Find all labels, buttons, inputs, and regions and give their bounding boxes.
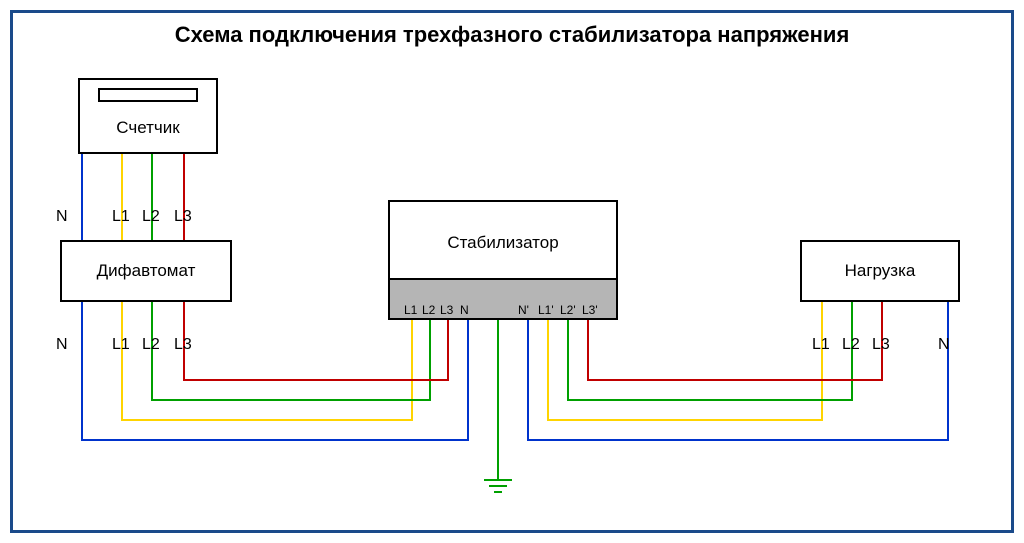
wire-label: N	[938, 336, 950, 354]
rcbo-box: Дифавтомат	[60, 240, 232, 302]
terminal-label: N	[460, 303, 469, 317]
wire-label: L3	[174, 208, 192, 226]
load-label: Нагрузка	[845, 261, 916, 281]
meter-label: Счетчик	[116, 118, 179, 152]
wire-label: L2	[142, 208, 160, 226]
wire-label: L3	[174, 336, 192, 354]
meter-display-icon	[98, 88, 198, 102]
terminal-label: L1'	[538, 303, 554, 317]
wire-label: L2	[142, 336, 160, 354]
terminal-label: L2	[422, 303, 435, 317]
rcbo-label: Дифавтомат	[97, 261, 196, 281]
wire-label: L3	[872, 336, 890, 354]
terminal-label: L1	[404, 303, 417, 317]
wire-label: N	[56, 208, 68, 226]
terminal-label: L3	[440, 303, 453, 317]
terminal-label: L2'	[560, 303, 576, 317]
wire-label: L1	[112, 336, 130, 354]
wire-label: L2	[842, 336, 860, 354]
stabilizer-box: Стабилизатор	[388, 200, 618, 320]
wire-label: L1	[112, 208, 130, 226]
terminal-label: N'	[518, 303, 529, 317]
wire-label: N	[56, 336, 68, 354]
stabilizer-label: Стабилизатор	[390, 233, 616, 253]
wire-label: L1	[812, 336, 830, 354]
load-box: Нагрузка	[800, 240, 960, 302]
terminal-label: L3'	[582, 303, 598, 317]
